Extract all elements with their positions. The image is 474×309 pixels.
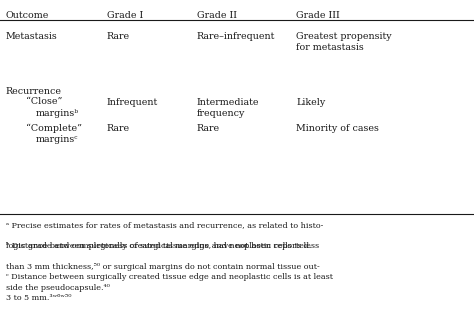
Text: 3 to 5 mm.³ʷ⁶ʷ⁵⁰: 3 to 5 mm.³ʷ⁶ʷ⁵⁰	[6, 294, 71, 302]
Text: “Complete”: “Complete”	[26, 124, 82, 133]
Text: Outcome: Outcome	[6, 11, 49, 20]
Text: Likely: Likely	[296, 98, 326, 107]
Text: logic grade and completeness of surgical margins, have not been reported.: logic grade and completeness of surgical…	[6, 242, 311, 250]
Text: Grade III: Grade III	[296, 11, 340, 20]
Text: marginsᵇ: marginsᵇ	[36, 109, 79, 118]
Text: Rare–infrequent: Rare–infrequent	[197, 32, 275, 41]
Text: ᵇ Distance between surgically created tissue edge and neoplastic cells is less: ᵇ Distance between surgically created ti…	[6, 242, 319, 250]
Text: Intermediate: Intermediate	[197, 98, 259, 107]
Text: Infrequent: Infrequent	[107, 98, 158, 107]
Text: frequency: frequency	[197, 109, 245, 118]
Text: Rare: Rare	[197, 124, 220, 133]
Text: Recurrence: Recurrence	[6, 87, 62, 95]
Text: Grade I: Grade I	[107, 11, 143, 20]
Text: “Close”: “Close”	[26, 97, 63, 106]
Text: Rare: Rare	[107, 124, 130, 133]
Text: Minority of cases: Minority of cases	[296, 124, 379, 133]
Text: ᶜ Distance between surgically created tissue edge and neoplastic cells is at lea: ᶜ Distance between surgically created ti…	[6, 273, 333, 281]
Text: marginsᶜ: marginsᶜ	[36, 135, 78, 144]
Text: Metastasis: Metastasis	[6, 32, 57, 41]
Text: ᵃ Precise estimates for rates of metastasis and recurrence, as related to histo-: ᵃ Precise estimates for rates of metasta…	[6, 221, 323, 229]
Text: Rare: Rare	[107, 32, 130, 41]
Text: Greatest propensity
for metastasis: Greatest propensity for metastasis	[296, 32, 392, 52]
Text: Grade II: Grade II	[197, 11, 237, 20]
Text: side the pseudocapsule.⁴⁰: side the pseudocapsule.⁴⁰	[6, 284, 109, 292]
Text: than 3 mm thickness,⁵⁰ or surgical margins do not contain normal tissue out-: than 3 mm thickness,⁵⁰ or surgical margi…	[6, 263, 319, 271]
